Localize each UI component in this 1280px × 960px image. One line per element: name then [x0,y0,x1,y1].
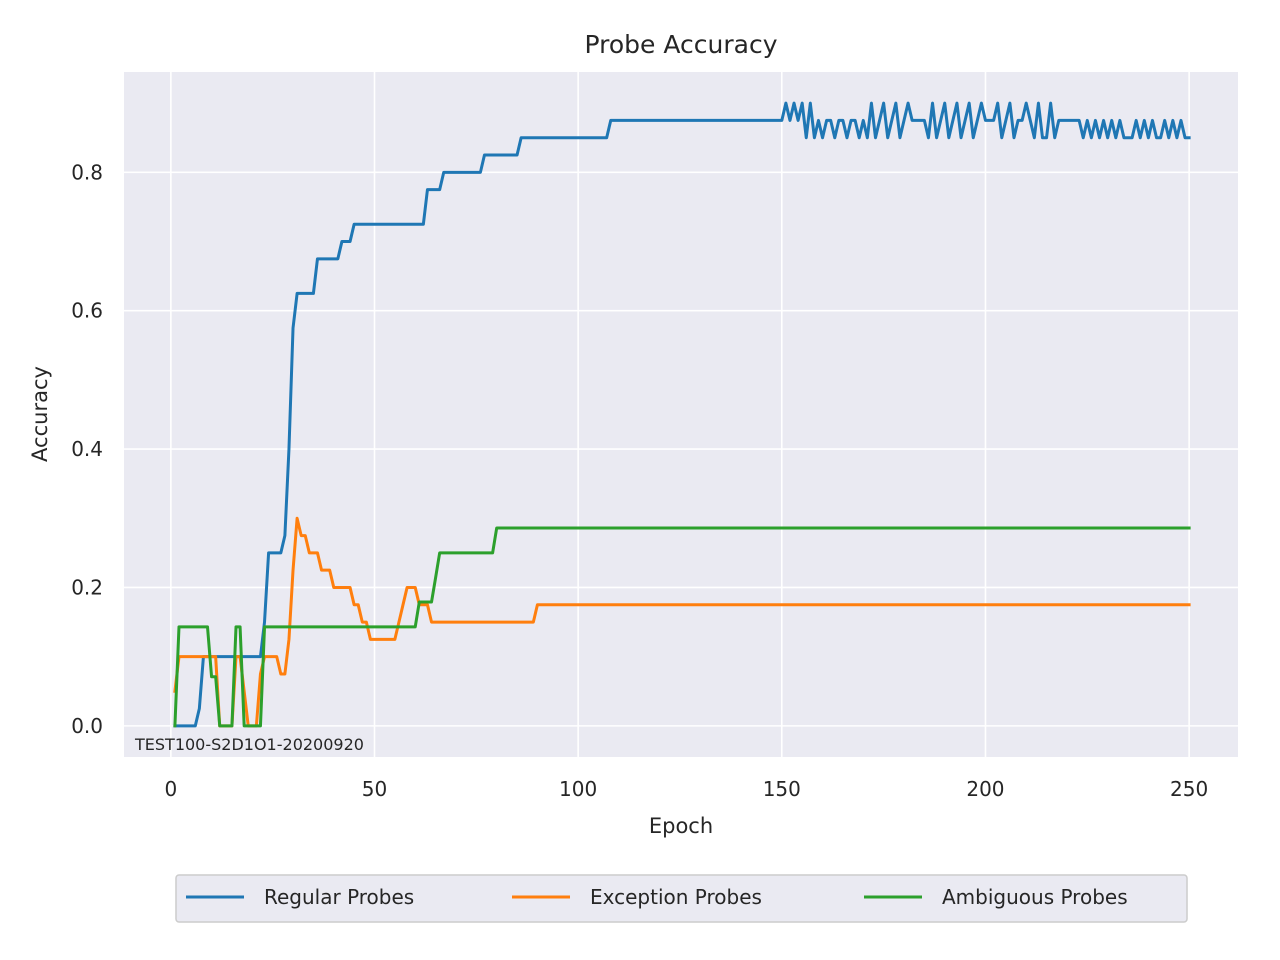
x-tick-label: 200 [966,777,1004,801]
x-tick-label: 0 [164,777,177,801]
y-tick-labels: 0.0 0.2 0.4 0.6 0.8 [71,160,103,738]
y-tick-label: 0.8 [71,160,103,184]
legend: Regular Probes Exception Probes Ambiguous … [175,874,1188,923]
run-id-annotation: TEST100-S2D1O1-20200920 [134,735,364,754]
series-line-regular-probes [173,101,1191,728]
x-axis-label: Epoch [649,814,713,838]
y-axis-label: Accuracy [28,366,52,462]
legend-label: Ambiguous Probes [942,885,1128,909]
x-tick-label: 50 [362,777,387,801]
y-tick-label: 0.4 [71,437,103,461]
series-layer [173,101,1191,728]
y-tick-label: 0.6 [71,299,103,323]
y-tick-label: 0.0 [71,714,103,738]
x-tick-label: 250 [1170,777,1208,801]
legend-label: Regular Probes [264,885,414,909]
grid-lines [124,72,1238,757]
x-tick-label: 100 [559,777,597,801]
series-line-exception-probes [173,516,1191,728]
plot-background [124,72,1238,757]
legend-box [175,874,1188,923]
x-tick-labels: 0 50 100 150 200 250 [164,777,1208,801]
series-line-ambiguous-probes [173,526,1191,728]
x-tick-label: 150 [763,777,801,801]
legend-label: Exception Probes [590,885,762,909]
chart-title: Probe Accuracy [585,30,778,59]
y-tick-label: 0.2 [71,575,103,599]
